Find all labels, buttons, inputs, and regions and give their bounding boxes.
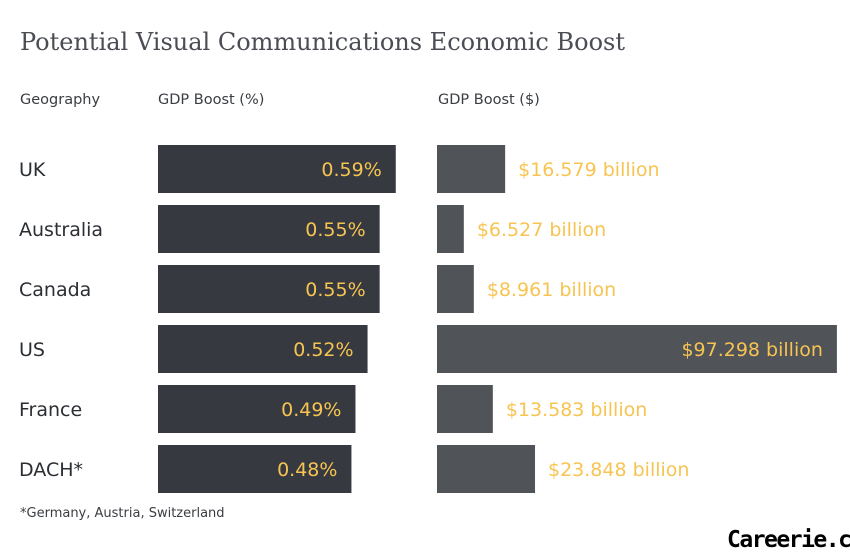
usd-data-label: $23.848 billion bbox=[548, 459, 689, 481]
watermark: Careerie.com bbox=[727, 527, 850, 553]
usd-data-label: $6.527 billion bbox=[477, 219, 606, 241]
footnote: *Germany, Austria, Switzerland bbox=[20, 506, 225, 521]
chart-title: Potential Visual Communications Economic… bbox=[20, 28, 625, 56]
pct-data-label: 0.48% bbox=[277, 459, 337, 481]
pct-bar bbox=[158, 205, 380, 253]
pct-bar bbox=[158, 265, 380, 313]
pct-bar bbox=[158, 325, 368, 373]
pct-data-label: 0.55% bbox=[305, 279, 365, 301]
usd-bar bbox=[437, 445, 536, 493]
usd-bar bbox=[437, 265, 474, 313]
usd-bar bbox=[437, 145, 506, 193]
header-geography: Geography bbox=[20, 92, 101, 108]
usd-bar bbox=[437, 385, 493, 433]
category-label: UK bbox=[19, 159, 46, 181]
category-label: US bbox=[19, 339, 45, 361]
usd-data-label: $16.579 billion bbox=[518, 159, 659, 181]
category-label: DACH* bbox=[19, 459, 83, 481]
pct-bar bbox=[158, 145, 396, 193]
pct-data-label: 0.59% bbox=[321, 159, 381, 181]
category-label: Australia bbox=[19, 219, 103, 241]
pct-data-label: 0.55% bbox=[305, 219, 365, 241]
usd-data-label: $8.961 billion bbox=[487, 279, 616, 301]
usd-bar bbox=[437, 205, 464, 253]
category-label: Canada bbox=[19, 279, 91, 301]
usd-data-label: $97.298 billion bbox=[681, 339, 822, 361]
header-gdp-pct: GDP Boost (%) bbox=[158, 92, 265, 108]
pct-bar bbox=[158, 445, 352, 493]
pct-bar bbox=[158, 385, 356, 433]
category-label: France bbox=[19, 399, 82, 421]
pct-data-label: 0.52% bbox=[293, 339, 353, 361]
header-gdp-usd: GDP Boost ($) bbox=[438, 92, 540, 108]
pct-data-label: 0.49% bbox=[281, 399, 341, 421]
usd-data-label: $13.583 billion bbox=[506, 399, 647, 421]
usd-bar bbox=[437, 325, 837, 373]
